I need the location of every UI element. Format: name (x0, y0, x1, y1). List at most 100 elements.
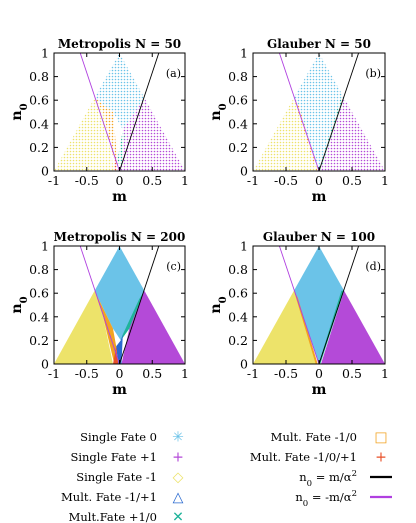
y-tick-label: 1 (240, 239, 248, 254)
line-neg (278, 53, 320, 171)
x-axis-label: m (112, 382, 127, 398)
line-neg (79, 53, 120, 171)
legend-item: Mult.Fate +1/0 ✕ (69, 510, 184, 523)
region-fate_minus1 (253, 97, 317, 171)
legend-marker-icon: ◇ (173, 470, 184, 486)
region-fate0 (293, 246, 345, 364)
x-tick-label: 0.5 (142, 173, 162, 188)
x-tick-label: 1 (381, 173, 389, 188)
legend-label: Single Fate +1 (70, 450, 157, 464)
region-fate_minus1 (54, 290, 113, 364)
region-mult_m1_0_p1 (113, 346, 119, 364)
y-tick-label: 1 (41, 46, 49, 61)
y-tick-label: 0.6 (29, 286, 49, 301)
legend-item: Mult. Fate -1/+1 △ (61, 490, 184, 506)
region-fate_minus1 (54, 97, 115, 171)
legend-label: n0 = -m/α2 (295, 489, 357, 509)
x-tick-label: -0.5 (274, 366, 298, 381)
x-axis-label: m (112, 189, 127, 205)
y-tick-label: 1 (240, 46, 248, 61)
line-pos (119, 53, 160, 171)
y-axis-label: n0 (208, 103, 229, 120)
legend-item: Mult. Fate -1/0 □ (271, 430, 388, 446)
legend-label: Mult.Fate +1/0 (69, 510, 157, 523)
y-tick-label: 0 (41, 164, 49, 179)
panel-b: -1 -0.5 0 0.5 1 0 0.2 0.4 0.6 0.8 1 Glauber N = 50 (… (208, 37, 389, 205)
y-tick-label: 0.4 (228, 116, 248, 131)
panel-title: Metropolis N = 50 (58, 37, 181, 51)
region-fate0 (94, 53, 145, 130)
y-tick-label: 0 (240, 164, 248, 179)
x-axis-label: m (312, 382, 327, 398)
y-tick-label: 0 (41, 357, 49, 372)
line-pos (318, 53, 360, 171)
y-tick-label: 0.8 (228, 69, 248, 84)
x-tick-label: 0.5 (342, 366, 362, 381)
legend-item: Single Fate +1 + (70, 450, 183, 466)
y-tick-label: 1 (41, 239, 49, 254)
x-tick-label: 1 (181, 366, 189, 381)
region-mult_m1_0 (94, 97, 117, 171)
x-tick-label: 0 (315, 173, 323, 188)
legend-label: Mult. Fate -1/0 (271, 430, 357, 444)
y-tick-label: 0.2 (29, 140, 49, 155)
x-tick-label: -1 (48, 366, 60, 381)
x-tick-label: -1 (48, 173, 60, 188)
y-tick-label: 0.6 (228, 93, 248, 108)
y-tick-label: 0.2 (29, 333, 49, 348)
y-tick-label: 0.6 (29, 93, 49, 108)
y-tick-label: 0.8 (29, 69, 49, 84)
x-tick-label: 1 (181, 173, 189, 188)
region-fate_minus1 (253, 290, 317, 364)
y-tick-label: 0.8 (29, 262, 49, 277)
legend-marker-icon: △ (173, 490, 184, 506)
panel-label: (a) (166, 67, 181, 80)
line-neg (79, 246, 120, 364)
region-mult_p1_0 (120, 290, 145, 341)
y-tick-label: 0.4 (29, 116, 49, 131)
legend-item: Mult. Fate -1/0/+1 + (250, 450, 387, 466)
y-tick-label: 0 (240, 357, 248, 372)
region-mult_m1_0 (293, 290, 318, 364)
legend-marker-icon: □ (374, 430, 387, 446)
panel-d: -1 -0.5 0 0.5 1 0 0.2 0.4 0.6 0.8 1 Glauber N = 100… (208, 230, 389, 398)
legend-marker-icon: ✕ (172, 510, 184, 523)
x-tick-label: -1 (247, 366, 259, 381)
legend-marker-icon: + (375, 450, 387, 466)
x-tick-label: 0.5 (142, 366, 162, 381)
region-fate_plus1 (120, 97, 185, 171)
x-tick-label: -0.5 (75, 366, 99, 381)
region-mult_m1_0 (94, 290, 117, 364)
y-tick-label: 0.2 (228, 333, 248, 348)
x-tick-label: 0 (116, 173, 124, 188)
legend-label: Single Fate -1 (76, 470, 157, 484)
y-tick-label: 0.4 (29, 309, 49, 324)
x-tick-label: 0.5 (342, 173, 362, 188)
y-tick-label: 0.2 (228, 140, 248, 155)
panel-a: -1 -0.5 0 0.5 1 0 0.2 0.4 0.6 0.8 1 Metropolis N = … (9, 37, 189, 205)
region-mult_p1_0 (117, 129, 125, 171)
panel-label: (d) (365, 260, 381, 273)
legend-marker-icon: ✳ (172, 430, 184, 446)
region-fate0 (293, 53, 345, 171)
line-pos (318, 246, 360, 364)
region-fate_plus1 (321, 290, 385, 364)
x-tick-label: -0.5 (75, 173, 99, 188)
legend-item: Single Fate 0 ✳ (80, 430, 184, 446)
x-axis-label: m (312, 189, 327, 205)
x-tick-label: 0 (116, 366, 124, 381)
region-mult_m1_p1 (116, 334, 123, 364)
line-pos (119, 246, 160, 364)
x-tick-label: -0.5 (274, 173, 298, 188)
region-mult_m1_0 (293, 97, 318, 171)
legend-item: n0 = m/α2 (299, 469, 392, 489)
panel-title: Glauber N = 100 (263, 230, 375, 244)
x-tick-label: 0 (315, 366, 323, 381)
legend-label: Mult. Fate -1/0/+1 (250, 450, 357, 464)
chart-panels: -1 -0.5 0 0.5 1 0 0.2 0.4 0.6 0.8 1 Metropolis N = … (9, 37, 389, 398)
y-axis-label: n0 (9, 103, 30, 120)
y-tick-label: 0.4 (228, 309, 248, 324)
panel-title: Glauber N = 50 (267, 37, 371, 51)
legend-item: Single Fate -1 ◇ (76, 470, 183, 486)
